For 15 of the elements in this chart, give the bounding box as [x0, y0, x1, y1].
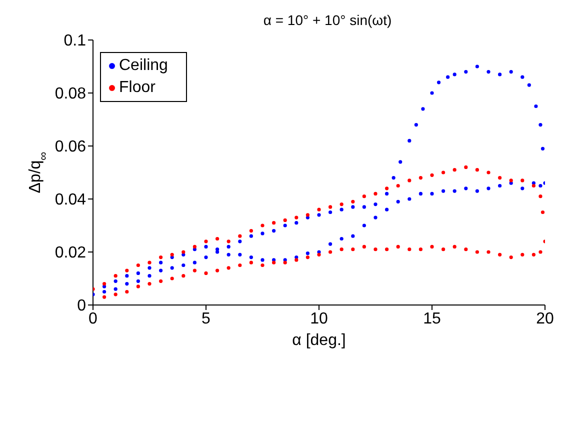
legend-label: Ceiling	[119, 57, 168, 74]
x-axis-title: α [deg.]	[292, 332, 346, 349]
x-tick-label: 20	[536, 310, 554, 328]
legend-label: Floor	[119, 79, 156, 96]
y-tick-label: 0.1	[64, 32, 86, 50]
y-tick-label: 0.04	[54, 192, 86, 209]
y-tick-label: 0	[77, 298, 86, 315]
chart-title: α = 10° + 10° sin(ωt)	[262, 12, 393, 28]
y-tick-label: 0.02	[54, 244, 86, 262]
x-tick-label: 5	[202, 310, 211, 328]
x-tick-label: 10	[310, 310, 328, 328]
y-tick-label: 0.08	[54, 86, 86, 103]
y-tick-label: 0.06	[54, 138, 86, 156]
x-tick-label: 15	[423, 310, 441, 328]
x-tick-label: 0	[88, 310, 98, 328]
